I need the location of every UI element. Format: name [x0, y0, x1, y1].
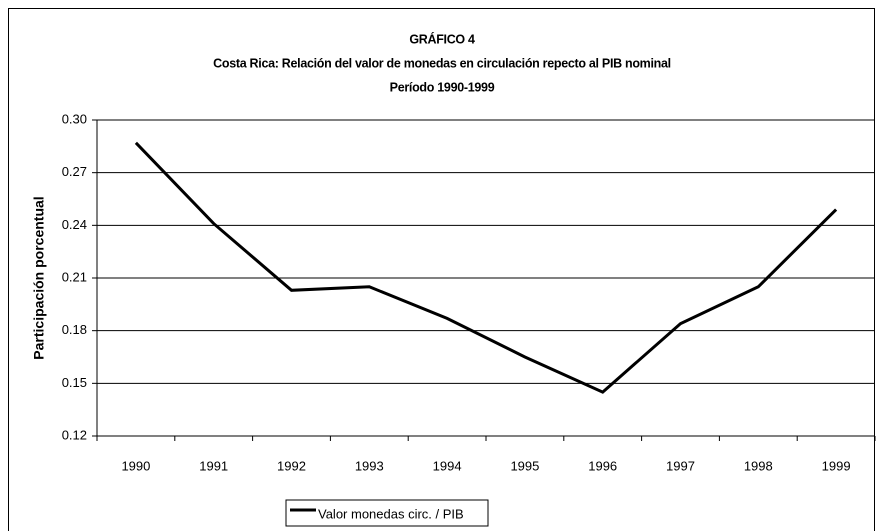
- chart-title: GRÁFICO 4: [409, 31, 475, 46]
- legend-box: [285, 499, 489, 527]
- x-tick-label: 1991: [199, 458, 228, 473]
- y-tick-label: 0.24: [62, 217, 87, 232]
- y-tick-label: 0.27: [62, 164, 87, 179]
- legend-label: Valor monedas circ. / PIB: [318, 506, 464, 521]
- x-tick-label: 1992: [277, 458, 306, 473]
- y-tick-label: 0.18: [62, 322, 87, 337]
- y-tick-label: 0.12: [62, 427, 87, 442]
- chart-subtitle: Costa Rica: Relación del valor de moneda…: [213, 56, 671, 70]
- x-tick-label: 1994: [433, 458, 462, 473]
- x-tick-label: 1995: [510, 458, 539, 473]
- x-tick-label: 1990: [121, 458, 150, 473]
- y-tick-label: 0.30: [62, 111, 87, 126]
- y-tick-label: 0.15: [62, 375, 87, 390]
- y-axis-label: Participación porcentual: [31, 196, 47, 359]
- x-tick-label: 1993: [355, 458, 384, 473]
- x-tick-label: 1998: [744, 458, 773, 473]
- y-tick-label: 0.21: [62, 269, 87, 284]
- chart-border: [8, 8, 875, 531]
- x-tick-label: 1996: [588, 458, 617, 473]
- x-tick-label: 1999: [822, 458, 851, 473]
- x-tick-label: 1997: [666, 458, 695, 473]
- chart-subtitle: Período 1990-1999: [390, 80, 495, 94]
- data-line: [134, 141, 838, 394]
